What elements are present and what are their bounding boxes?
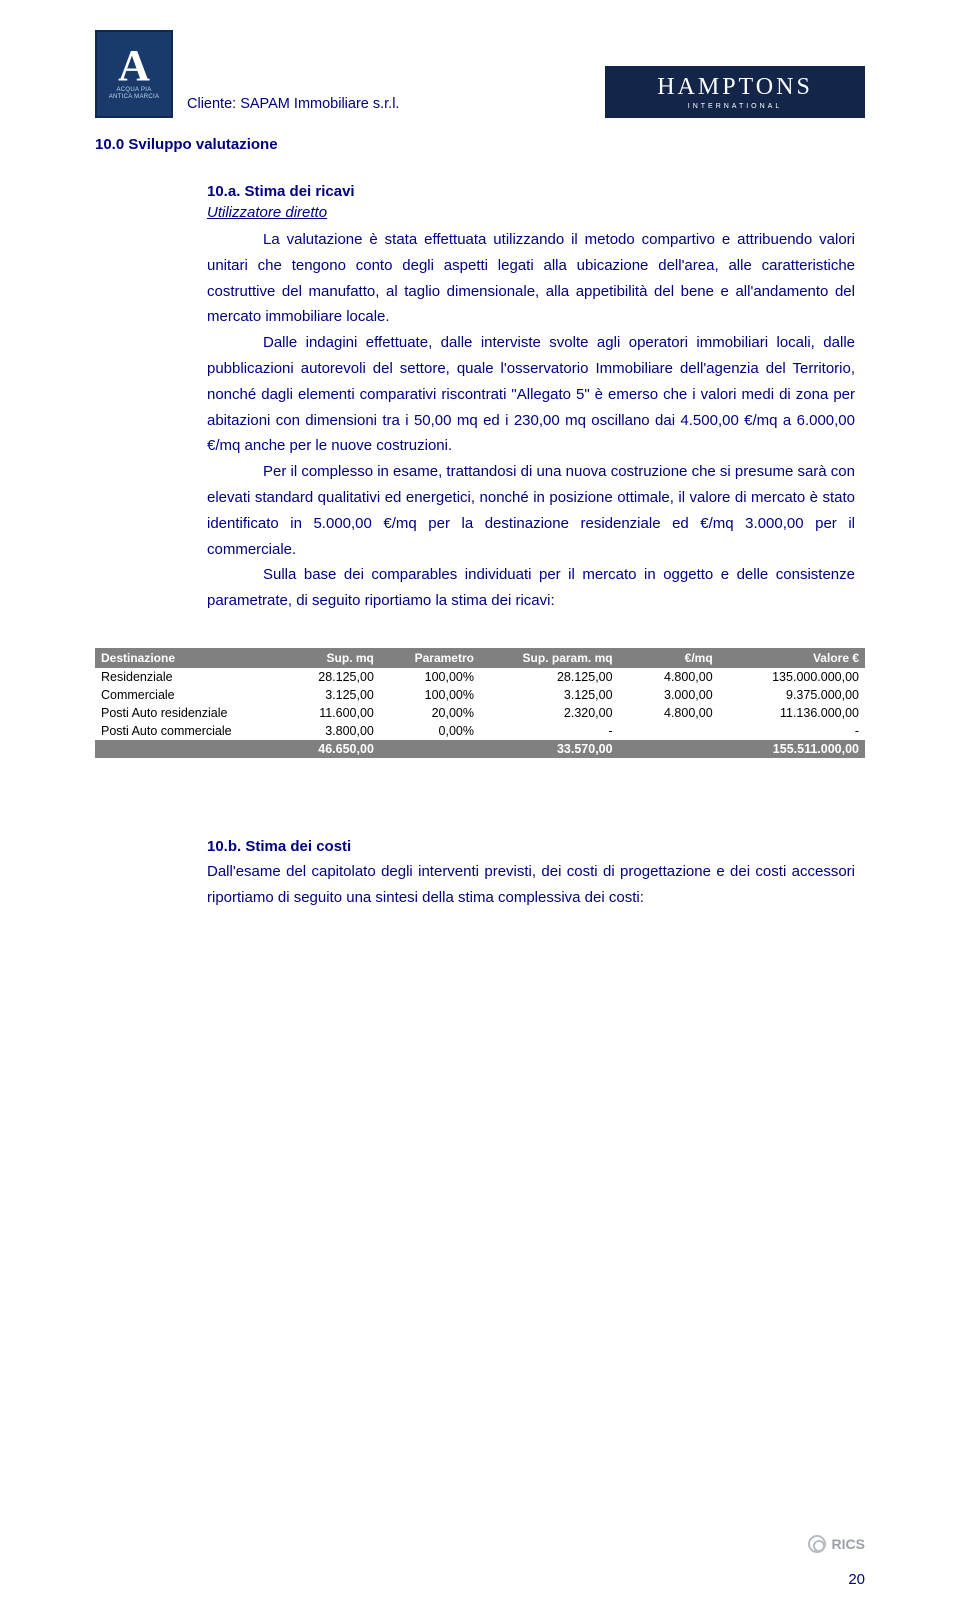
para-a1: La valutazione è stata effettuata utiliz… xyxy=(207,227,855,330)
header: A ACQUA PIA ANTICA MARCIA Cliente: SAPAM… xyxy=(95,30,865,118)
cell: 100,00% xyxy=(380,668,480,686)
table-row: Residenziale 28.125,00 100,00% 28.125,00… xyxy=(95,668,865,686)
col-destinazione: Destinazione xyxy=(95,648,280,668)
col-sup-param: Sup. param. mq xyxy=(480,648,619,668)
para-a3: Per il complesso in esame, trattandosi d… xyxy=(207,459,855,562)
table-row: Commerciale 3.125,00 100,00% 3.125,00 3.… xyxy=(95,686,865,704)
cell: Posti Auto residenziale xyxy=(95,704,280,722)
logo-subtext: ACQUA PIA ANTICA MARCIA xyxy=(109,87,160,100)
cell: 4.800,00 xyxy=(619,668,719,686)
cell: 28.125,00 xyxy=(280,668,380,686)
ricavi-table: Destinazione Sup. mq Parametro Sup. para… xyxy=(95,648,865,758)
cell: 3.800,00 xyxy=(280,722,380,740)
section-b-heading: 10.b. Stima dei costi xyxy=(207,838,855,855)
para-b1: Dall'esame del capitolato degli interven… xyxy=(207,859,855,911)
cell xyxy=(380,740,480,758)
cell: 11.136.000,00 xyxy=(719,704,865,722)
cell: 33.570,00 xyxy=(480,740,619,758)
table-total-row: 46.650,00 33.570,00 155.511.000,00 xyxy=(95,740,865,758)
cell xyxy=(619,722,719,740)
cell: 20,00% xyxy=(380,704,480,722)
table-header-row: Destinazione Sup. mq Parametro Sup. para… xyxy=(95,648,865,668)
hamptons-logo: HAMPTONS INTERNATIONAL xyxy=(605,66,865,118)
cell: - xyxy=(719,722,865,740)
col-parametro: Parametro xyxy=(380,648,480,668)
table-row: Posti Auto commerciale 3.800,00 0,00% - … xyxy=(95,722,865,740)
section-title: 10.0 Sviluppo valutazione xyxy=(95,136,865,153)
cell: 4.800,00 xyxy=(619,704,719,722)
cell xyxy=(619,740,719,758)
cell: 9.375.000,00 xyxy=(719,686,865,704)
client-label: Cliente: SAPAM Immobiliare s.r.l. xyxy=(187,96,399,118)
col-eur-mq: €/mq xyxy=(619,648,719,668)
cell: 28.125,00 xyxy=(480,668,619,686)
para-a2: Dalle indagini effettuate, dalle intervi… xyxy=(207,330,855,459)
cell: 3.000,00 xyxy=(619,686,719,704)
cell: Commerciale xyxy=(95,686,280,704)
cell: 3.125,00 xyxy=(280,686,380,704)
cell: 11.600,00 xyxy=(280,704,380,722)
section-a-heading: 10.a. Stima dei ricavi xyxy=(207,183,855,200)
rics-logo: RICS xyxy=(808,1535,865,1553)
section-a: 10.a. Stima dei ricavi Utilizzatore dire… xyxy=(95,183,865,614)
hamptons-title: HAMPTONS xyxy=(657,74,813,101)
page-number: 20 xyxy=(848,1571,865,1588)
footer: RICS 20 xyxy=(95,1535,865,1588)
cell: 3.125,00 xyxy=(480,686,619,704)
section-a-subhead: Utilizzatore diretto xyxy=(207,204,855,221)
col-valore: Valore € xyxy=(719,648,865,668)
rics-icon xyxy=(808,1535,826,1553)
table-row: Posti Auto residenziale 11.600,00 20,00%… xyxy=(95,704,865,722)
section-b: 10.b. Stima dei costi Dall'esame del cap… xyxy=(95,838,865,911)
cell: 100,00% xyxy=(380,686,480,704)
hamptons-subtitle: INTERNATIONAL xyxy=(688,103,783,110)
logo-letter: A xyxy=(118,48,150,83)
cell: 155.511.000,00 xyxy=(719,740,865,758)
cell: Residenziale xyxy=(95,668,280,686)
acqua-pia-logo: A ACQUA PIA ANTICA MARCIA xyxy=(95,30,173,118)
rics-label: RICS xyxy=(832,1536,865,1552)
para-a4: Sulla base dei comparables individuati p… xyxy=(207,562,855,614)
cell: 2.320,00 xyxy=(480,704,619,722)
cell xyxy=(95,740,280,758)
cell: 135.000.000,00 xyxy=(719,668,865,686)
document-page: A ACQUA PIA ANTICA MARCIA Cliente: SAPAM… xyxy=(0,0,960,1612)
col-sup-mq: Sup. mq xyxy=(280,648,380,668)
cell: Posti Auto commerciale xyxy=(95,722,280,740)
cell: 0,00% xyxy=(380,722,480,740)
cell: 46.650,00 xyxy=(280,740,380,758)
header-left: A ACQUA PIA ANTICA MARCIA Cliente: SAPAM… xyxy=(95,30,399,118)
cell: - xyxy=(480,722,619,740)
table-body: Residenziale 28.125,00 100,00% 28.125,00… xyxy=(95,668,865,758)
